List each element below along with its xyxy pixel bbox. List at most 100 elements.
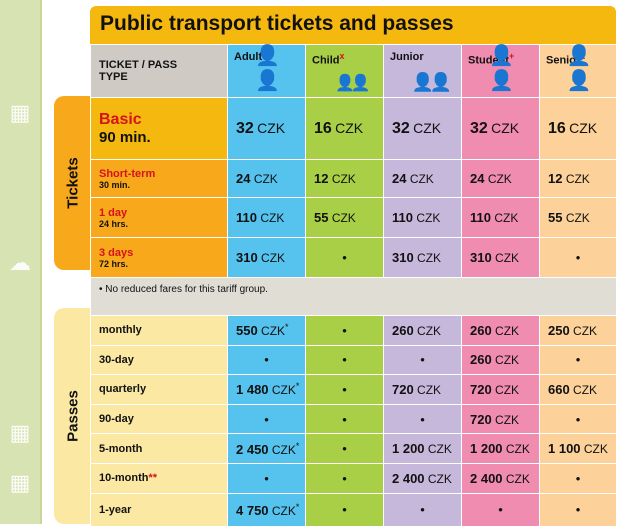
fare-cell-adult: 310 CZK: [227, 237, 306, 278]
fare-cell-student: •: [461, 492, 540, 527]
category-header-child: Childx 👤👤: [305, 44, 384, 98]
fare-cell-junior: 720 CZK: [383, 374, 462, 405]
fare-cell-senior: •: [539, 492, 617, 527]
fare-cell-junior: 310 CZK: [383, 237, 462, 278]
fare-unit: CZK: [417, 382, 442, 397]
adult-star-mark: *: [285, 322, 289, 333]
fare-unit: CZK: [271, 503, 296, 518]
no-reduced-fare-dot: •: [264, 411, 269, 427]
fare-value: 110: [470, 210, 491, 225]
no-reduced-fare-dot: •: [342, 352, 347, 368]
fare-value: 1 100: [548, 441, 581, 457]
pass-row: quarterly 1 480 CZK* • 720 CZK 720 CZK 660 CZ…: [90, 374, 617, 405]
fare-value: 720: [470, 381, 492, 397]
category-header-adult: Adult 👤👤: [227, 44, 306, 98]
ticket-name: 3 days: [99, 246, 134, 259]
fare-value: 310: [470, 250, 492, 265]
fare-cell-adult: 550 CZK*: [227, 315, 306, 346]
no-reduced-fare-dot: •: [575, 352, 581, 368]
fare-unit: CZK: [583, 442, 608, 457]
pass-label-cell: monthly: [90, 315, 228, 346]
fare-value: 720: [470, 411, 492, 427]
fare-unit: CZK: [335, 119, 364, 136]
fare-unit: CZK: [569, 119, 598, 136]
fare-cell-senior: •: [539, 344, 617, 376]
fares-table: TICKET / PASS TYPE Adult 👤👤 Childx 👤👤 Ju…: [90, 44, 617, 527]
fare-cell-student: 1 200 CZK: [461, 433, 540, 464]
fare-unit: CZK: [487, 172, 512, 186]
adult-star-mark: *: [295, 381, 300, 392]
children-icon: 👤👤: [334, 75, 371, 92]
fare-cell-child: 55 CZK: [305, 197, 384, 238]
tram-icon: ▦: [9, 420, 31, 445]
category-header-junior: Junior 👤👤: [383, 44, 462, 98]
fare-cell-junior: 2 400 CZK: [383, 462, 462, 494]
no-reduced-fare-dot: •: [498, 502, 503, 518]
adult-star-mark: *: [295, 501, 300, 512]
pass-row: 5-month 2 450 CZK* • 1 200 CZK 1 200 CZK 1 10…: [90, 433, 617, 464]
fare-unit: CZK: [495, 353, 520, 368]
juniors-icon: 👤👤: [411, 72, 452, 92]
no-reduced-fare-dot: •: [342, 411, 347, 427]
type-header: TICKET / PASS TYPE: [90, 44, 228, 98]
fare-cell-senior: 55 CZK: [539, 197, 617, 238]
ticket-row: 1 day 24 hrs. 110 CZK 55 CZK 110 CZK 110 CZK 5…: [90, 197, 617, 238]
pass-row: 30-day • • • 260 CZK •: [90, 344, 617, 376]
tickets-tab: Tickets: [54, 96, 92, 270]
fare-unit: CZK: [491, 119, 520, 136]
pass-label-cell: 90-day: [90, 403, 228, 435]
fare-cell-child: •: [305, 403, 384, 435]
fare-unit: CZK: [495, 382, 520, 397]
ticket-label-cell: 1 day 24 hrs.: [90, 197, 228, 238]
no-reduced-fare-dot: •: [575, 411, 581, 427]
fare-cell-child: 12 CZK: [305, 159, 384, 198]
fare-cell-adult: •: [227, 462, 306, 494]
fare-cell-student: 720 CZK: [461, 374, 540, 405]
no-reduced-fare-dot: •: [342, 441, 347, 457]
no-reduced-fare-dot: •: [264, 470, 269, 486]
pass-row: monthly 550 CZK* • 260 CZK 260 CZK 250 CZK: [90, 315, 617, 346]
no-reduced-fare-dot: •: [420, 411, 425, 427]
ticket-duration: 30 min.: [99, 179, 131, 190]
category-mark: x: [580, 51, 586, 61]
no-reduced-fare-dot: •: [575, 250, 581, 265]
ticket-label-cell: 3 days 72 hrs.: [90, 237, 228, 278]
category-name: Adult: [234, 51, 263, 63]
fare-cell-student: 260 CZK: [461, 315, 540, 346]
page-title: Public transport tickets and passes: [100, 12, 454, 35]
left-decorative-strip: ▦ ☁ ▦ ▦: [0, 0, 42, 524]
pass-label-cell: quarterly: [90, 374, 228, 405]
no-reduced-fare-dot: •: [342, 502, 347, 518]
ticket-name: 1 day: [99, 206, 128, 219]
fare-value: 550: [236, 323, 258, 339]
fare-cell-senior: 1 100 CZK: [539, 433, 617, 464]
fare-unit: CZK: [565, 211, 590, 225]
students-icon: 👤👤: [488, 45, 514, 92]
ticket-label-cell: Basic 90 min.: [90, 97, 228, 160]
fare-value: 1 200: [470, 441, 503, 457]
fare-cell-student: 720 CZK: [461, 403, 540, 435]
fare-value: 55: [314, 210, 329, 225]
fare-value: 260: [392, 322, 414, 338]
fare-unit: CZK: [573, 323, 598, 338]
pass-label-cell: 5-month: [90, 433, 228, 464]
fare-value: 2 450: [236, 441, 269, 457]
header-row: TICKET / PASS TYPE Adult 👤👤 Childx 👤👤 Ju…: [90, 44, 617, 98]
fare-unit: CZK: [417, 251, 442, 265]
category-name: Senior: [546, 54, 581, 67]
fare-unit: CZK: [495, 412, 520, 427]
pass-row: 1-year 4 750 CZK* • • • •: [90, 492, 617, 527]
no-reduced-fare-dot: •: [342, 250, 347, 265]
fare-cell-student: 110 CZK: [461, 197, 540, 238]
ticket-duration: 72 hrs.: [99, 258, 129, 269]
fare-cell-child: •: [305, 433, 384, 464]
no-reduced-fare-dot: •: [420, 352, 425, 368]
category-mark: x: [339, 51, 345, 61]
fare-unit: CZK: [331, 172, 356, 186]
fare-value: 16: [548, 119, 566, 137]
fare-cell-adult: 2 450 CZK*: [227, 433, 306, 464]
fare-cell-junior: 24 CZK: [383, 159, 462, 198]
fare-cell-junior: •: [383, 344, 462, 376]
pass-label-cell: 10-month**: [90, 462, 228, 494]
fare-value: 12: [314, 171, 329, 186]
